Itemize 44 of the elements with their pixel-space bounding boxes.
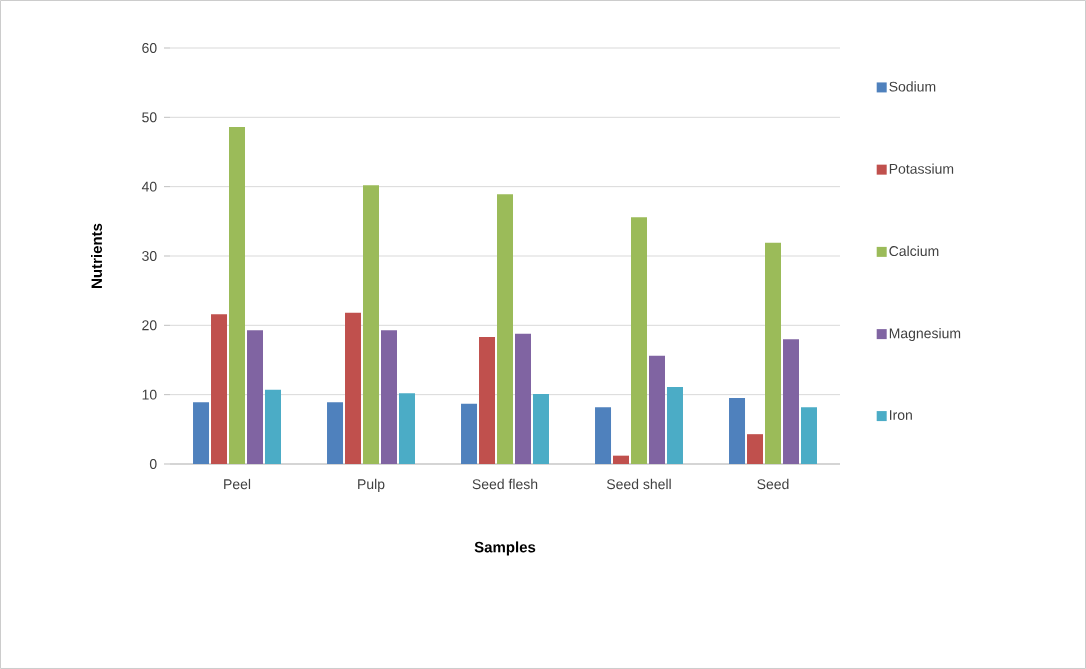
y-tick-label: 20: [142, 320, 157, 331]
bar: [649, 355, 665, 464]
bar: [398, 393, 415, 464]
bar: [595, 407, 612, 464]
y-axis-title: Nutrients: [91, 223, 103, 288]
bar: [729, 398, 746, 464]
bar: [229, 127, 246, 464]
bar: [613, 455, 630, 464]
bar: [479, 337, 496, 464]
y-tick-label: 30: [142, 251, 157, 261]
x-tick-label: Pulp: [358, 478, 385, 492]
y-tick-label: 10: [142, 389, 157, 400]
legend-label: Calcium: [889, 245, 939, 257]
x-tick-label: Seed shell: [606, 478, 671, 490]
y-tick-label: 60: [142, 43, 157, 53]
bar: [497, 194, 514, 464]
y-tick-label: 0: [149, 459, 157, 469]
bar: [783, 339, 799, 464]
bar: [363, 185, 380, 464]
bar: [532, 393, 549, 464]
legend-label: Sodium: [889, 81, 936, 92]
bar: [765, 242, 782, 464]
x-axis-title: Samples: [474, 541, 536, 556]
bar: [345, 312, 362, 464]
bar: [631, 217, 648, 464]
bar: [515, 333, 531, 464]
bar: [381, 330, 397, 464]
legend-label: Iron: [889, 410, 912, 420]
bar: [211, 314, 228, 464]
x-tick-label: Seed flesh: [472, 478, 538, 490]
bar: [265, 389, 281, 464]
legend-label: Potassium: [889, 163, 954, 174]
y-tick-label: 50: [142, 112, 157, 123]
bar: [747, 434, 764, 464]
x-tick-label: Peel: [224, 478, 251, 490]
bar: [666, 387, 683, 464]
bar: [193, 402, 210, 464]
bar: [461, 403, 478, 464]
bar: [327, 402, 344, 464]
bar: [247, 330, 263, 464]
y-tick-label: 40: [141, 181, 157, 192]
bar: [801, 407, 817, 464]
legend-label: Magnesium: [889, 327, 961, 342]
x-tick-label: Seed: [757, 478, 789, 490]
